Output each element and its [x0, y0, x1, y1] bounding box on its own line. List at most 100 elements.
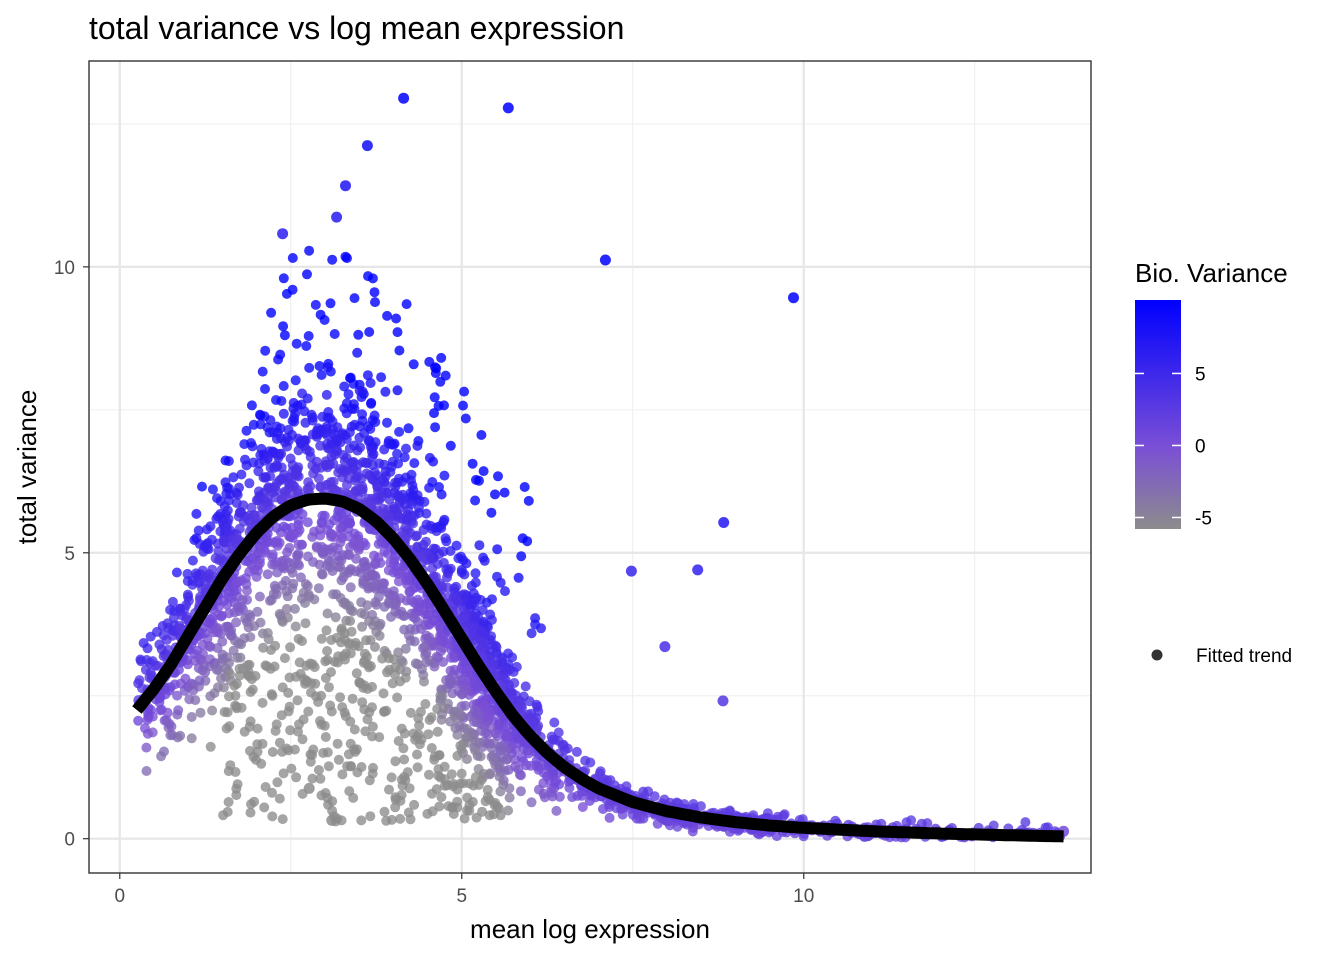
- gene-point: [431, 784, 442, 795]
- gene-point: [332, 511, 343, 522]
- gene-point: [521, 760, 532, 771]
- gene-point: [497, 752, 508, 763]
- gene-point: [278, 321, 289, 332]
- gene-point: [386, 611, 396, 622]
- gene-point: [194, 675, 205, 686]
- gene-point: [339, 566, 350, 577]
- gene-point: [352, 347, 363, 358]
- gene-point: [320, 459, 331, 470]
- gene-point: [351, 668, 362, 679]
- gene-point: [392, 512, 403, 523]
- gene-point: [219, 501, 230, 512]
- gene-point: [133, 715, 144, 726]
- gene-point: [342, 549, 353, 560]
- gene-point: [205, 614, 215, 625]
- gene-point: [390, 477, 401, 488]
- y-axis-title: total variance: [12, 390, 42, 545]
- gene-point: [386, 772, 397, 783]
- gene-point: [295, 572, 306, 583]
- x-axis-title: mean log expression: [470, 914, 710, 944]
- gene-point: [223, 797, 234, 807]
- gene-point: [249, 621, 260, 632]
- gene-point: [478, 552, 489, 563]
- gene-point: [274, 737, 285, 748]
- gene-point: [419, 609, 430, 619]
- gene-point: [332, 543, 343, 554]
- gene-point: [205, 741, 216, 752]
- gene-point: [272, 777, 283, 788]
- gene-point: [564, 782, 575, 793]
- gene-point: [222, 707, 233, 718]
- gene-point: [367, 702, 377, 713]
- gene-point: [337, 769, 348, 780]
- gene-point: [213, 546, 224, 557]
- gene-point: [292, 695, 303, 706]
- gene-point: [358, 682, 369, 693]
- gene-point: [436, 489, 447, 500]
- gene-point: [387, 678, 398, 689]
- gene-point: [310, 299, 321, 310]
- gene-point: [315, 773, 326, 784]
- gene-point: [405, 707, 416, 718]
- gene-point: [222, 652, 233, 663]
- gene-point: [551, 775, 562, 786]
- gene-point: [302, 517, 313, 528]
- gene-point: [265, 415, 276, 426]
- gene-point: [175, 730, 186, 741]
- gene-point: [341, 480, 352, 490]
- gene-point: [492, 801, 503, 812]
- gene-point: [234, 482, 244, 493]
- gene-point: [263, 482, 274, 493]
- gene-point: [296, 399, 307, 410]
- gene-point: [343, 389, 354, 400]
- gene-point: [297, 734, 308, 745]
- gene-point: [369, 550, 379, 561]
- gene-point: [274, 793, 285, 804]
- gene-point: [229, 680, 240, 691]
- gene-point: [347, 693, 358, 704]
- gene-point: [310, 678, 321, 689]
- gene-point: [510, 761, 521, 772]
- gene-point: [595, 766, 606, 777]
- gene-point: [476, 635, 487, 646]
- gene-point: [486, 507, 497, 518]
- gene-point: [216, 673, 226, 684]
- gene-point: [436, 714, 447, 725]
- gene-point: [361, 468, 372, 479]
- gene-point: [413, 502, 424, 513]
- gene-point: [255, 410, 266, 421]
- gene-point: [404, 783, 415, 794]
- gene-point: [337, 429, 348, 440]
- gene-point: [433, 770, 444, 781]
- gene-point: [456, 768, 467, 779]
- gene-point: [338, 651, 349, 662]
- gene-point: [271, 478, 282, 489]
- gene-point: [388, 504, 399, 514]
- color-legend-bar: [1135, 300, 1181, 529]
- gene-point: [376, 492, 387, 502]
- gene-point: [255, 419, 266, 430]
- gene-point: [335, 464, 345, 474]
- gene-point: [308, 557, 319, 567]
- gene-point: [234, 663, 245, 674]
- gene-point: [272, 557, 283, 568]
- gene-point: [211, 664, 222, 675]
- gene-point: [267, 787, 277, 798]
- color-legend-tick-label: 5: [1195, 364, 1206, 385]
- gene-point: [460, 700, 471, 711]
- gene-point: [330, 485, 341, 496]
- gene-point: [301, 341, 312, 351]
- gene-point: [213, 511, 224, 522]
- gene-point: [276, 710, 287, 721]
- gene-point: [376, 372, 387, 383]
- gene-point: [195, 591, 206, 602]
- gene-point: [242, 660, 253, 671]
- gene-point: [320, 732, 331, 742]
- gene-point: [399, 754, 410, 765]
- gene-point: [523, 495, 534, 506]
- gene-point: [404, 630, 414, 641]
- gene-point: [313, 697, 324, 707]
- gene-point: [461, 732, 472, 743]
- gene-point: [212, 493, 222, 504]
- x-tick-label: 5: [456, 886, 467, 907]
